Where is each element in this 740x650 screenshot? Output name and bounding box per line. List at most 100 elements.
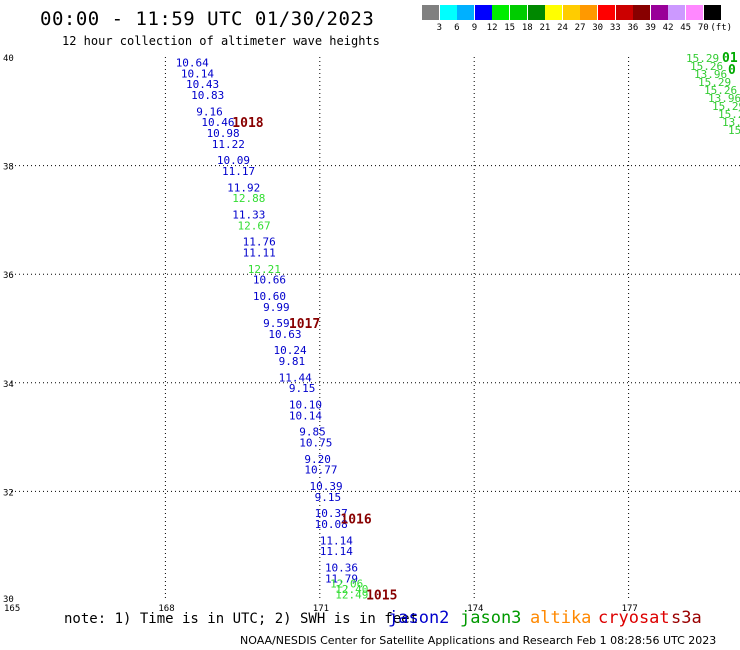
jason2-swh-value: 10.09: [217, 154, 250, 167]
jason2-swh-value: 10.10: [289, 399, 322, 412]
jason3-swh-value: 12.67: [237, 219, 270, 232]
jason2-swh-value: 10.24: [273, 344, 306, 357]
x-tick-label: 177: [622, 604, 638, 614]
color-swatch: [650, 5, 668, 20]
jason2-swh-value: 11.79: [325, 572, 358, 585]
jason2-swh-value: 9.15: [315, 491, 342, 504]
jason2-swh-value: 10.43: [186, 78, 219, 91]
jason2-swh-value: 9.81: [279, 355, 306, 368]
y-tick-label: 40: [3, 54, 14, 64]
jason2-swh-value: 10.46: [201, 116, 234, 129]
color-swatch: [439, 5, 457, 20]
color-swatch: [703, 5, 721, 20]
color-scale-label: 39: [645, 23, 656, 33]
color-scale-label: 6: [454, 23, 460, 33]
satellite-legend-item: jason2: [388, 608, 450, 628]
pressure-label: 1017: [289, 317, 320, 332]
y-tick-label: 32: [3, 488, 14, 498]
credit-line: NOAA/NESDIS Center for Satellite Applica…: [240, 634, 717, 647]
color-swatch: [474, 5, 492, 20]
jason2-swh-value: 9.20: [304, 453, 331, 466]
pressure-label: 1016: [340, 513, 371, 528]
jason2-swh-value: 9.15: [289, 382, 316, 395]
x-tick-label: 171: [313, 604, 329, 614]
color-scale-label: 27: [574, 23, 586, 33]
color-swatch: [457, 5, 475, 20]
jason2-swh-value: 10.60: [253, 290, 286, 303]
color-scale-label: 42: [662, 23, 674, 33]
jason2-swh-value: 10.39: [310, 480, 343, 493]
y-tick-label: 38: [3, 163, 14, 173]
color-scale-label: 15: [504, 23, 516, 33]
jason3-swh-value: 12.40: [335, 583, 368, 596]
jason3-swh-value: 12.21: [248, 263, 281, 276]
jason2-swh-value: 10.77: [304, 464, 337, 477]
jason3-swh-value: 12.06: [330, 578, 363, 591]
chart-title: 00:00 - 11:59 UTC 01/30/2023: [40, 8, 375, 30]
color-swatch: [422, 5, 439, 20]
corner-swh-value: 15.29: [728, 124, 740, 137]
corner-swh-value: 13.96: [722, 116, 740, 129]
jason2-swh-value: 10.98: [207, 127, 240, 140]
corner-swh-value: 15.29: [686, 52, 719, 65]
pressure-label: 1015: [366, 589, 397, 604]
color-swatch: [527, 5, 545, 20]
y-tick-label: 34: [3, 380, 14, 390]
corner-swh-value: 15.26: [690, 60, 723, 73]
x-tick-label: 174: [467, 604, 483, 614]
color-scale-label: 3: [436, 23, 442, 33]
jason2-swh-value: 9.16: [196, 105, 223, 118]
jason2-swh-value: 10.63: [268, 328, 301, 341]
color-scale-unit: (ft): [710, 23, 733, 33]
color-scale-label: 12: [486, 23, 498, 33]
jason2-swh-value: 11.17: [222, 165, 255, 178]
color-scale-label: 21: [539, 23, 551, 33]
jason2-swh-value: 11.44: [279, 371, 312, 384]
jason2-swh-value: 10.64: [176, 56, 209, 69]
color-swatch: [492, 5, 510, 20]
color-swatch: [686, 5, 703, 20]
color-scale-label: 36: [627, 23, 639, 33]
pressure-label: 1018: [232, 116, 263, 131]
y-tick-label: 36: [3, 271, 14, 281]
jason2-swh-value: 10.36: [325, 561, 358, 574]
corner-swh-value: 15.29: [698, 76, 731, 89]
satellite-legend-item: cryosat: [598, 608, 670, 628]
color-scale-label: 30: [592, 23, 604, 33]
x-tick-label: 168: [158, 604, 174, 614]
corner-time-label: 01: [722, 51, 738, 66]
corner-time-label: 0: [728, 63, 736, 78]
color-scale-label: 33: [609, 23, 621, 33]
corner-swh-value: 13.96: [708, 92, 740, 105]
color-scale-label: 70: [697, 23, 709, 33]
color-swatch: [633, 5, 651, 20]
jason2-swh-value: 10.83: [191, 89, 224, 102]
jason2-swh-value: 11.14: [320, 545, 353, 558]
corner-swh-value: 13.96: [694, 68, 727, 81]
color-swatch: [598, 5, 615, 20]
satellite-legend-item: altika: [530, 608, 592, 628]
jason2-swh-value: 9.59: [263, 317, 290, 330]
color-swatch: [562, 5, 580, 20]
satellite-legend-item: jason3: [460, 608, 522, 628]
jason2-swh-value: 10.66: [253, 274, 286, 287]
jason2-swh-value: 11.14: [320, 534, 353, 547]
chart-subtitle: 12 hour collection of altimeter wave hei…: [62, 34, 380, 48]
jason2-swh-value: 11.76: [243, 236, 276, 249]
jason2-swh-value: 10.75: [299, 437, 332, 450]
color-swatch: [510, 5, 527, 20]
jason2-swh-value: 11.33: [232, 208, 265, 221]
color-scale-label: 24: [557, 23, 568, 33]
jason2-swh-value: 10.14: [181, 67, 214, 80]
color-swatch: [615, 5, 633, 20]
x-tick-label: 165: [4, 604, 20, 614]
jason3-swh-value: 12.49: [335, 589, 368, 602]
color-swatch: [580, 5, 598, 20]
jason2-swh-value: 11.11: [243, 246, 276, 259]
jason3-swh-value: 12.88: [232, 192, 265, 205]
y-tick-label: 30: [3, 595, 14, 605]
corner-swh-value: 15.29: [712, 100, 740, 113]
satellite-legend-item: s3a: [671, 608, 702, 628]
color-swatch: [545, 5, 563, 20]
